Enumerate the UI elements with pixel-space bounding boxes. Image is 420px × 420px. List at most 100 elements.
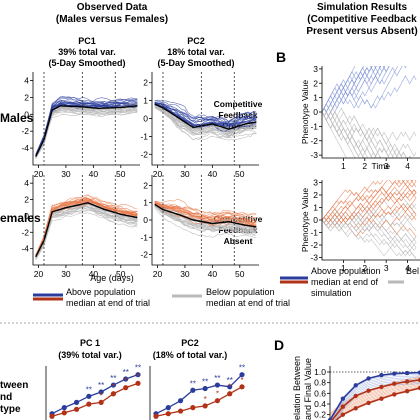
traces <box>322 180 417 259</box>
trace-above <box>35 99 138 156</box>
c-series-point <box>177 398 184 404</box>
cf-present-line1: Competitive <box>214 99 263 109</box>
significance-mark: * <box>240 376 243 385</box>
c-side-label-line3: type <box>0 404 21 415</box>
y-tick-label: -3 <box>310 253 318 263</box>
sim-absent-panel: -3 -2 -1 0 1 2 3 1 2 3 4 Phenotype Value <box>300 178 420 273</box>
trace-above <box>154 102 257 122</box>
legend-above-line2: median at end of trial <box>66 298 150 308</box>
panel-b-letter: B <box>276 49 286 65</box>
d-series-point <box>366 388 371 393</box>
d-fan-line <box>334 386 420 420</box>
c-series-point <box>202 403 208 409</box>
females-pc1-panel: -4 -2 0 2 4 20 30 40 50 <box>21 175 140 279</box>
trace-above <box>35 97 138 155</box>
trace-below <box>154 207 257 239</box>
y-tick-label: 0 <box>313 107 318 117</box>
trace-below <box>154 106 257 138</box>
trace-above <box>154 201 257 219</box>
sim-trace-above <box>322 66 386 117</box>
c-series-point <box>227 391 233 397</box>
c-series-point <box>190 387 196 393</box>
d-series-point <box>340 412 346 417</box>
c-series-point <box>177 408 184 414</box>
trace-above <box>35 197 138 256</box>
pc1-title-line2: 39% total var. <box>58 47 116 57</box>
trace-below <box>35 108 138 159</box>
d-series-point <box>379 396 384 401</box>
c-series-point <box>86 393 92 399</box>
y-tick-label: -1 <box>140 131 148 141</box>
sim-header-line2: (Competitive Feedback <box>307 14 417 25</box>
significance-mark: ** <box>190 379 196 388</box>
axes <box>151 72 259 166</box>
x-tick-label: 50 <box>235 269 245 279</box>
d-fan-line <box>329 382 420 420</box>
y-tick-label: 4 <box>24 75 29 85</box>
traces <box>154 199 257 239</box>
d-fan-line <box>332 377 420 420</box>
significance-mark: ** <box>214 374 220 383</box>
pc2-title-line2: 18% total var. <box>167 47 225 57</box>
c-series-point <box>86 401 92 407</box>
x-tick-label: 50 <box>116 169 126 179</box>
age-axis-label: Age (days) <box>90 273 134 283</box>
sim-trace-below <box>322 203 417 221</box>
trace-above <box>154 202 257 222</box>
y-tick-label: 4 <box>24 178 29 188</box>
x-tick-label: 30 <box>61 169 71 179</box>
trace-above <box>35 194 138 255</box>
y-tick-label: -2 <box>310 240 318 250</box>
legend-sim-above-line3: simulation <box>311 288 352 298</box>
y-tick-label: 2 <box>313 190 318 200</box>
sim-trace-above <box>322 66 386 113</box>
x-tick-label: 50 <box>116 269 126 279</box>
trace-above <box>154 201 257 220</box>
d-y-tick-label: 0.8 <box>314 378 326 388</box>
significance-mark: ** <box>86 385 92 394</box>
trace-above <box>154 101 257 125</box>
c-series-point <box>110 382 117 388</box>
y-tick-label: -2 <box>140 149 148 159</box>
d-series-point <box>340 404 346 409</box>
c-series-point <box>73 399 80 405</box>
d-series-point <box>353 393 358 399</box>
c-series-point <box>123 376 129 382</box>
c-series-point <box>123 385 129 391</box>
trace-below <box>35 111 138 159</box>
x-tick-label: 40 <box>208 169 218 179</box>
sim-trace-below <box>322 219 417 254</box>
trace-above <box>154 103 257 128</box>
observed-header-line2: (Males versus Females) <box>56 14 168 25</box>
traces <box>322 66 417 158</box>
c-series-point <box>61 405 67 411</box>
c-series-point <box>165 405 171 411</box>
c-series-point <box>190 405 196 411</box>
legend-above-line1: Above population <box>66 287 136 297</box>
trace-above <box>35 197 138 257</box>
significance-mark: * <box>112 383 115 392</box>
c-pc2-title-line1: PC2 <box>181 338 199 348</box>
trace-below <box>35 206 138 259</box>
y-tick-label: -3 <box>310 150 318 160</box>
pc1-title-line1: PC1 <box>78 36 96 46</box>
males-pc1-panel: -4 -2 0 2 4 20 30 40 50 <box>21 72 140 179</box>
c-pc1-panel: ** ****** ***** * <box>45 364 141 420</box>
sim-trace-above <box>322 200 417 224</box>
y-tick-label: 0 <box>143 215 148 225</box>
x-tick-label: 3 <box>384 263 389 273</box>
sim-trace-above <box>322 181 417 221</box>
legend-below-line1: Below population <box>206 287 275 297</box>
significance-mark: * <box>124 377 127 386</box>
significance-mark: ** <box>202 378 208 387</box>
significance-mark: * <box>136 372 139 381</box>
sim-trace-above <box>322 180 417 221</box>
c-series-point <box>214 398 221 404</box>
sim-trace-below <box>322 111 347 158</box>
sim-xlabel: Time <box>372 161 391 171</box>
d-series-point <box>404 370 410 376</box>
x-tick-label: 20 <box>153 269 163 279</box>
significance-mark: ** <box>135 364 141 373</box>
row-label-males: Males <box>0 111 34 125</box>
